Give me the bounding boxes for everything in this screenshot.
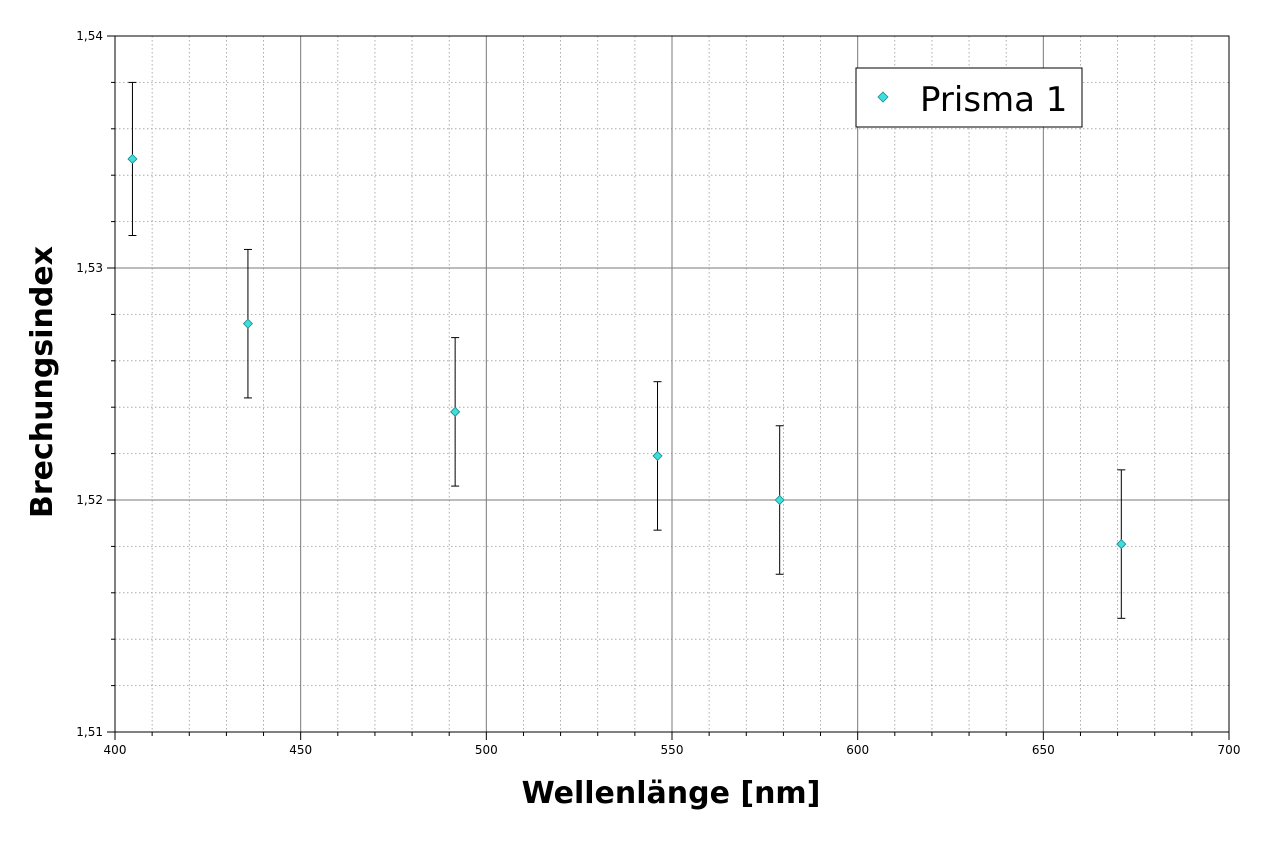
y-tick-label: 1,51 [76,725,103,739]
data-point [242,318,254,329]
major-grid [115,36,1229,732]
y-tick-label: 1,52 [76,493,103,507]
data-point [1116,539,1127,550]
x-tick-label: 450 [289,743,312,757]
x-tick-label: 600 [846,743,869,757]
x-tick-label: 550 [661,743,684,757]
x-tick-label: 400 [104,743,127,757]
x-axis: 400 450 500 550 600 650 700 [104,732,1241,757]
x-axis-title: Wellenlänge [nm] [522,776,821,811]
data-point [652,450,663,461]
x-tick-label: 650 [1032,743,1055,757]
y-tick-label: 1,54 [76,29,103,43]
legend-marker [877,91,889,103]
data-point [127,153,138,165]
x-tick-label: 500 [475,743,498,757]
x-tick-label: 700 [1218,743,1241,757]
legend-box [855,67,1083,128]
y-axis-title: Brechungsindex [25,246,60,518]
legend-label: Prisma 1 [920,80,1067,120]
data-point [774,494,785,506]
error-bars [128,81,1126,619]
data-point [450,406,461,417]
y-axis: 1,51 1,52 1,53 1,54 [76,29,115,739]
data-points [127,153,1127,550]
legend: Prisma 1 [855,67,1083,128]
y-tick-label: 1,53 [76,261,103,275]
